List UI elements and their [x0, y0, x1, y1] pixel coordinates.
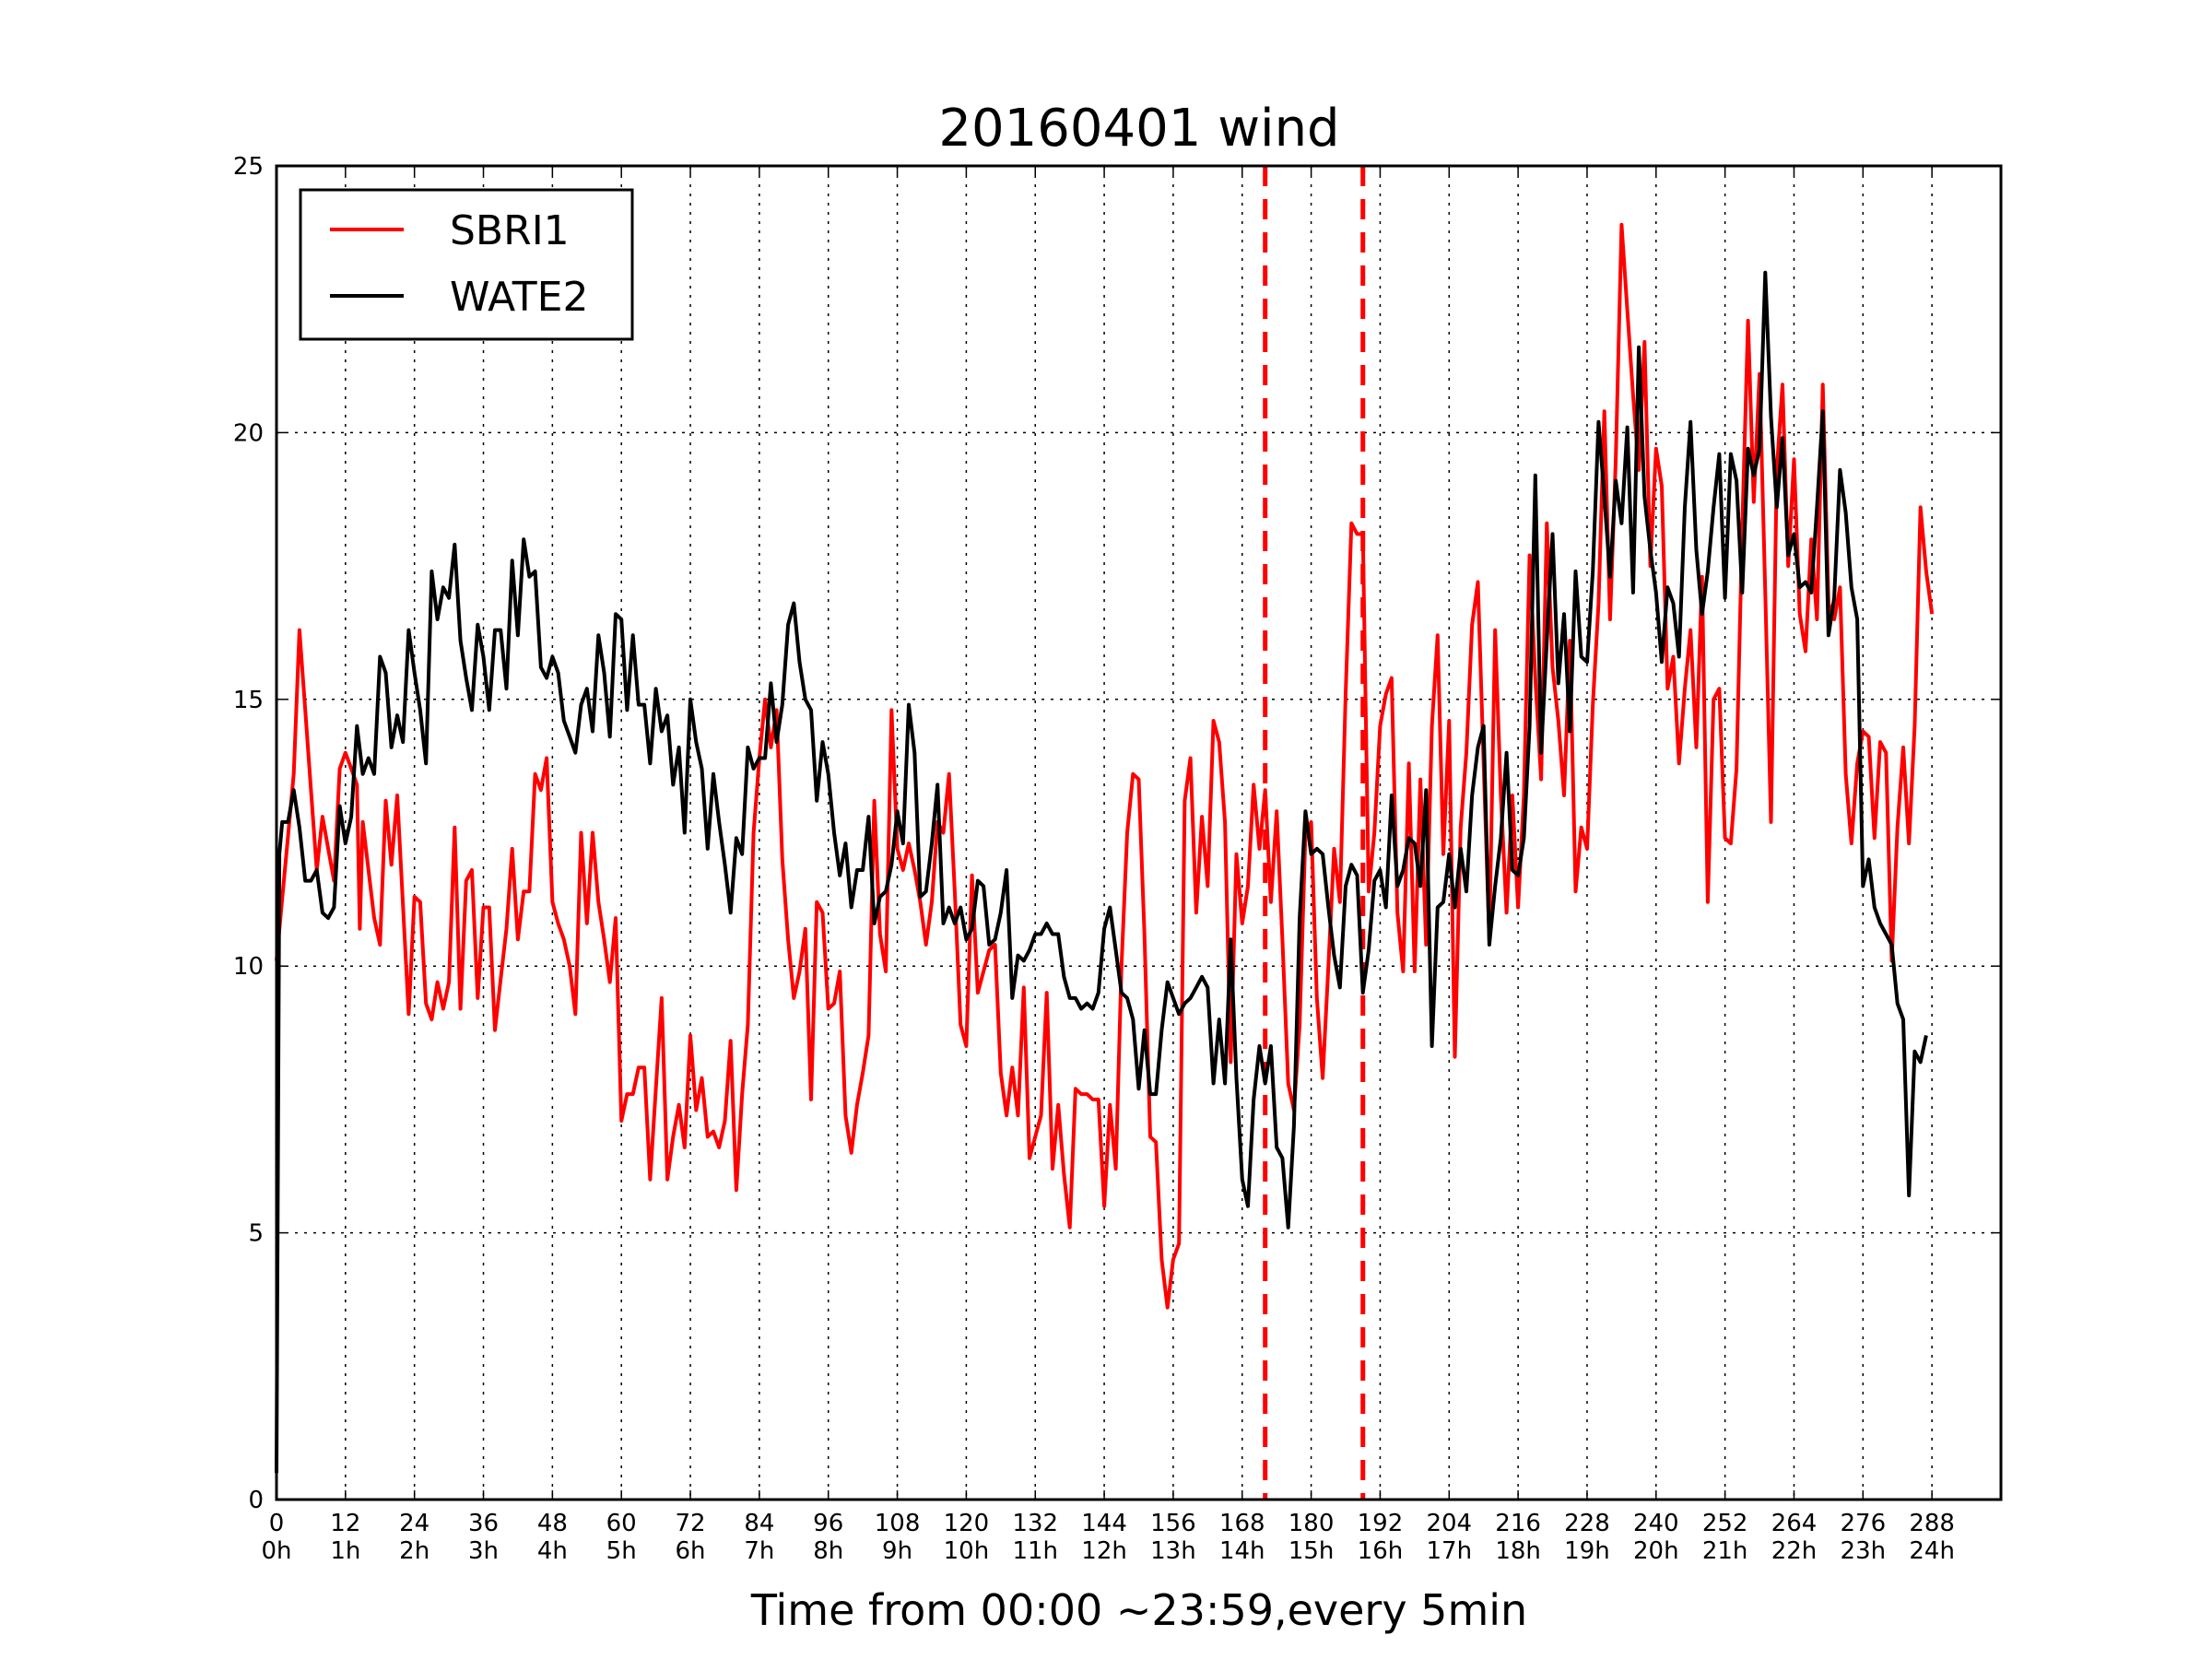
- x-tick-label: 180: [1288, 1510, 1335, 1537]
- x-tick-hour-label: 23h: [1841, 1537, 1887, 1565]
- legend-label-sbri1: SBRI1: [450, 207, 570, 254]
- x-tick-label: 144: [1081, 1510, 1127, 1537]
- x-tick-hour-label: 24h: [1909, 1537, 1955, 1565]
- x-tick-label: 120: [944, 1510, 990, 1537]
- x-tick-hour-label: 14h: [1219, 1537, 1265, 1565]
- x-tick-label: 168: [1219, 1510, 1265, 1537]
- x-tick-label: 0: [269, 1510, 285, 1537]
- x-tick-label: 228: [1564, 1510, 1610, 1537]
- x-tick-hour-label: 13h: [1150, 1537, 1196, 1565]
- x-tick-hour-label: 15h: [1288, 1537, 1335, 1565]
- x-tick-hour-label: 12h: [1081, 1537, 1127, 1565]
- reference-lines: [1263, 166, 1366, 1500]
- x-tick-label: 108: [875, 1510, 921, 1537]
- legend-label-wate2: WATE2: [450, 274, 588, 321]
- x-tick-label: 72: [675, 1510, 705, 1537]
- x-tick-hour-label: 10h: [944, 1537, 990, 1565]
- grid-lines: [276, 166, 2001, 1500]
- x-tick-hour-label: 8h: [813, 1537, 843, 1565]
- x-tick-hour-label: 17h: [1426, 1537, 1472, 1565]
- legend-box: [299, 188, 634, 341]
- x-tick-label: 12: [330, 1510, 360, 1537]
- x-tick-label: 240: [1633, 1510, 1679, 1537]
- y-tick-label: 20: [233, 419, 264, 447]
- x-tick-hour-label: 6h: [676, 1537, 706, 1565]
- x-tick-label: 156: [1150, 1510, 1196, 1537]
- x-tick-label: 276: [1840, 1510, 1886, 1537]
- y-tick-label: 25: [233, 153, 264, 181]
- x-tick-hour-label: 4h: [537, 1537, 568, 1565]
- x-tick-label: 24: [399, 1510, 429, 1537]
- x-tick-hour-label: 1h: [330, 1537, 360, 1565]
- series-line-sbri1: [275, 222, 1935, 1310]
- x-tick-hour-label: 22h: [1771, 1537, 1818, 1565]
- y-tick-label: 5: [248, 1220, 264, 1248]
- x-tick-label: 204: [1426, 1510, 1472, 1537]
- x-tick-label: 36: [468, 1510, 499, 1537]
- x-tick-hour-label: 11h: [1012, 1537, 1058, 1565]
- x-axis-label: Time from 00:00 ~23:59,every 5min: [750, 1585, 1527, 1635]
- x-tick-hour-label: 7h: [744, 1537, 774, 1565]
- x-tick-hour-label: 3h: [468, 1537, 499, 1565]
- y-tick-label: 10: [233, 953, 264, 981]
- x-tick-hour-label: 0h: [261, 1537, 291, 1565]
- x-tick-hour-label: 9h: [882, 1537, 912, 1565]
- x-tick-label: 96: [813, 1510, 843, 1537]
- x-tick-label: 252: [1702, 1510, 1748, 1537]
- x-tick-hour-label: 21h: [1702, 1537, 1748, 1565]
- series-lines: [275, 222, 1935, 1474]
- x-tick-label: 84: [744, 1510, 774, 1537]
- x-tick-hour-label: 2h: [399, 1537, 429, 1565]
- x-tick-label: 216: [1495, 1510, 1541, 1537]
- x-tick-hour-label: 16h: [1358, 1537, 1404, 1565]
- chart-title: 20160401 wind: [938, 99, 1339, 159]
- x-tick-hour-label: 5h: [606, 1537, 637, 1565]
- x-tick-hour-label: 19h: [1564, 1537, 1610, 1565]
- plot-frame: [275, 164, 2003, 1501]
- x-tick-label: 48: [537, 1510, 568, 1537]
- x-tick-hour-label: 20h: [1633, 1537, 1679, 1565]
- x-tick-label: 60: [606, 1510, 637, 1537]
- y-tick-label: 0: [248, 1487, 264, 1514]
- x-tick-label: 192: [1358, 1510, 1404, 1537]
- x-tick-label: 264: [1771, 1510, 1818, 1537]
- x-tick-label: 288: [1909, 1510, 1955, 1537]
- y-tick-label: 15: [233, 687, 264, 714]
- x-tick-hour-label: 18h: [1495, 1537, 1541, 1565]
- legend: SBRI1 WATE2: [299, 188, 634, 341]
- series-line-wate2: [275, 270, 1928, 1474]
- x-tick-label: 132: [1012, 1510, 1058, 1537]
- axis-ticks: 00h121h242h363h484h605h726h847h968h1089h…: [233, 153, 2001, 1565]
